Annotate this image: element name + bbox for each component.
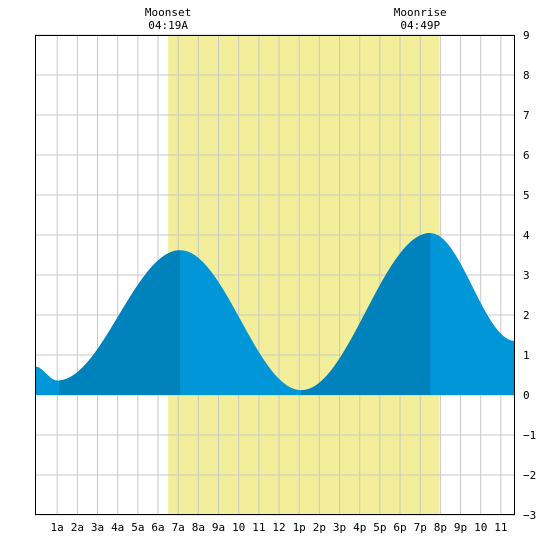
y-tick-label: 7 (523, 109, 530, 122)
x-tick-label: 9a (212, 521, 225, 534)
y-tick-label: 0 (523, 389, 530, 402)
y-tick-label: 6 (523, 149, 530, 162)
tide-area-rising-band (301, 233, 431, 395)
x-tick-label: 11 (252, 521, 265, 534)
x-tick-label: 7a (172, 521, 185, 534)
moon-event-name: Moonrise (394, 6, 447, 19)
x-tick-label: 10 (232, 521, 245, 534)
x-tick-label: 5p (373, 521, 386, 534)
y-tick-label: 4 (523, 229, 530, 242)
x-tick-label: 7p (414, 521, 427, 534)
x-tick-label: 10 (474, 521, 487, 534)
x-tick-labels: 1a 2a 3a 4a 5a 6a 7a 8a 9a 10 11 12 1p 2p 3p 4p 5p 6p 7p 8p… (51, 521, 508, 534)
tide-area (35, 233, 515, 395)
y-tick-label: −1 (523, 429, 536, 442)
y-tick-label: −3 (523, 509, 536, 522)
plot-frame (35, 35, 515, 515)
x-tick-label: 5a (131, 521, 144, 534)
x-tick-label: 4p (353, 521, 366, 534)
y-tick-labels: 9 8 7 6 5 4 3 2 1 0 −1 −2 −3 (523, 29, 536, 522)
x-tick-label: 6a (151, 521, 164, 534)
x-tick-label: 4a (111, 521, 124, 534)
moon-event-time: 04:49P (400, 19, 440, 32)
x-tick-label: 1p (293, 521, 306, 534)
x-tick-label: 8p (434, 521, 447, 534)
x-tick-label: 9p (454, 521, 467, 534)
x-tick-label: 12 (272, 521, 285, 534)
x-tick-label: 3p (333, 521, 346, 534)
moon-event-name: Moonset (145, 6, 191, 19)
x-tick-label: 2a (71, 521, 84, 534)
y-tick-label: 5 (523, 189, 530, 202)
x-tick-label: 6p (393, 521, 406, 534)
y-tick-label: −2 (523, 469, 536, 482)
tide-area-rising-band (59, 250, 181, 395)
x-tick-label: 11 (494, 521, 507, 534)
y-tick-label: 1 (523, 349, 530, 362)
y-tick-label: 8 (523, 69, 530, 82)
x-tick-label: 3a (91, 521, 104, 534)
y-tick-label: 9 (523, 29, 530, 42)
x-tick-label: 2p (313, 521, 326, 534)
moon-event-time: 04:19A (148, 19, 188, 32)
x-tick-label: 8a (192, 521, 205, 534)
x-tick-label: 1a (51, 521, 64, 534)
y-tick-label: 3 (523, 269, 530, 282)
y-tick-label: 2 (523, 309, 530, 322)
